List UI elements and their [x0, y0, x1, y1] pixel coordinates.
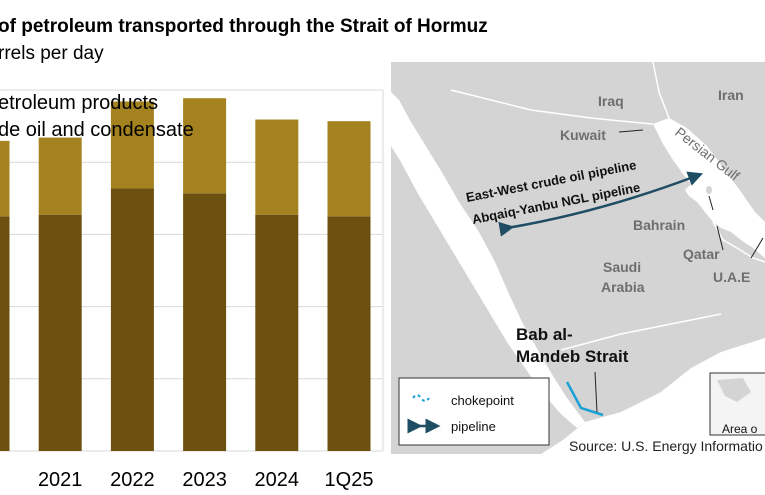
label-saudi-1: Saudi	[603, 259, 641, 275]
label-qatar: Qatar	[683, 246, 720, 262]
x-tick-label: 2021	[38, 469, 83, 491]
kuwait-pointer	[618, 129, 644, 133]
chart-x-ticks: 020212022202320241Q25	[38, 469, 374, 491]
bar-crude-3	[183, 193, 227, 452]
map-legend: chokepoint pipeline	[398, 377, 550, 446]
gulf-of-aden	[541, 338, 765, 454]
label-bab-2: Mandeb Strait	[516, 347, 629, 366]
legend-pipeline: pipeline	[451, 419, 496, 434]
bar-crude-5	[327, 216, 371, 451]
pipeline-line	[498, 171, 704, 237]
legend-crude-label: de oil and condensate	[0, 119, 194, 141]
border-yemen	[560, 313, 722, 351]
label-iran: Iran	[718, 87, 744, 103]
bar-crude-1	[38, 214, 82, 451]
bahrain-pointer	[708, 195, 714, 211]
qatar-pointer	[716, 225, 724, 251]
bar-products-3	[183, 98, 227, 194]
border-qatar	[712, 221, 765, 263]
border-saudi-north	[450, 89, 632, 123]
chart-bars	[0, 98, 371, 452]
map: Iraq Iran Kuwait Bahrain Qatar Saudi Ara…	[391, 62, 765, 454]
red-sea	[391, 92, 585, 428]
chart-title: of petroleum transported through the Str…	[0, 16, 488, 37]
border-iraq-iran	[652, 62, 670, 119]
chart-subtitle: rrels per day	[0, 43, 104, 64]
label-kuwait: Kuwait	[560, 127, 606, 143]
x-tick-label: 1Q25	[325, 469, 374, 491]
bar-crude-2	[110, 188, 154, 452]
land-arabia	[391, 62, 765, 454]
x-tick-label: 2024	[255, 469, 300, 491]
bar-products-0	[0, 140, 10, 217]
bar-products-2	[110, 101, 154, 189]
border-kuwait	[630, 121, 654, 125]
label-bahrain: Bahrain	[633, 217, 685, 233]
bab-pointer	[594, 371, 598, 413]
bar-crude-4	[255, 214, 299, 451]
x-tick-label: 2023	[182, 469, 227, 491]
chokepoint-line	[565, 381, 604, 417]
legend-chokepoint: chokepoint	[451, 393, 514, 408]
bar-chart: 020212022202320241Q25	[0, 89, 384, 491]
source-note: Source: U.S. Energy Informatio	[569, 438, 763, 454]
bar-crude-0	[0, 216, 10, 451]
x-tick-label: 2022	[110, 469, 155, 491]
legend-products-label: etroleum products	[0, 92, 159, 114]
label-uae: U.A.E	[713, 269, 750, 285]
label-iraq: Iraq	[598, 93, 624, 109]
label-bab-1: Bab al-	[516, 325, 573, 344]
bar-products-1	[38, 137, 82, 215]
uae-pointer	[750, 237, 764, 259]
inset-map: Area o	[709, 372, 765, 436]
bahrain-island	[706, 186, 712, 194]
bar-products-4	[255, 119, 299, 215]
label-saudi-2: Arabia	[601, 279, 645, 295]
bar-products-5	[327, 121, 371, 217]
label-area: Area o	[722, 422, 758, 436]
